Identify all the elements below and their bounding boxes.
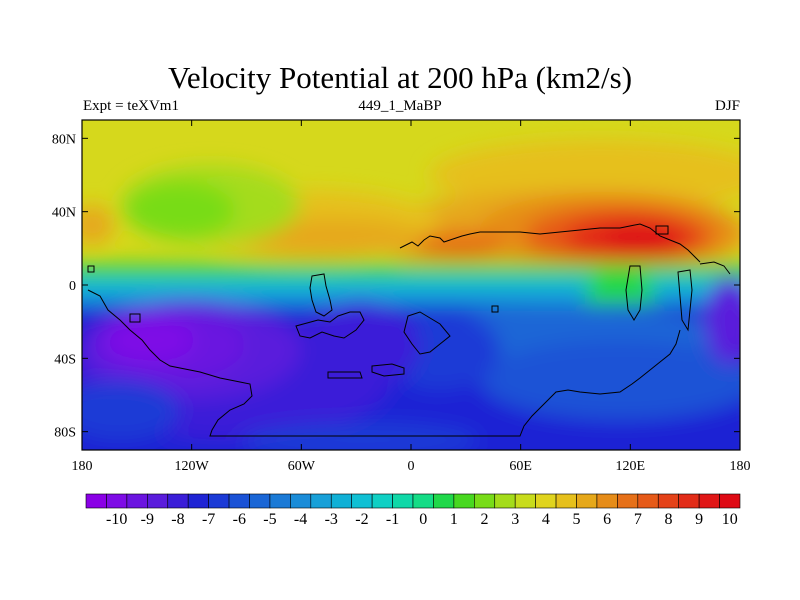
colorbar-swatch: [85, 493, 107, 509]
x-tick-label: 0: [408, 459, 415, 474]
colorbar-swatch: [555, 493, 577, 509]
colorbar-swatch: [657, 493, 679, 509]
colorbar-swatch: [167, 493, 189, 509]
x-tick-label: 120E: [616, 459, 646, 474]
colorbar-swatch: [249, 493, 271, 509]
colorbar-label: 4: [542, 511, 550, 528]
colorbar-label: 0: [419, 511, 427, 528]
colorbar-label: 10: [722, 511, 738, 528]
colorbar-label: 9: [695, 511, 703, 528]
colorbar-swatch: [453, 493, 475, 509]
colorbar-swatch: [228, 493, 250, 509]
x-tick-label: 120W: [175, 459, 210, 474]
colorbar-label: -9: [141, 511, 154, 528]
colorbar-label: 3: [511, 511, 519, 528]
colorbar-swatch: [187, 493, 209, 509]
chart-title: Velocity Potential at 200 hPa (km2/s): [167, 60, 633, 95]
colorbar-label: -1: [386, 511, 399, 528]
colorbar-swatch: [208, 493, 230, 509]
run-id-label: 449_1_MaBP: [358, 98, 442, 114]
colorbar-swatch: [126, 493, 148, 509]
x-tick-label: 60E: [509, 459, 532, 474]
colorbar-label: -4: [294, 511, 307, 528]
velocity-potential-field: [82, 120, 740, 450]
x-tick-label: 180: [730, 459, 751, 474]
colorbar-swatch: [310, 493, 332, 509]
colorbar-swatch: [290, 493, 312, 509]
colorbar-label: -5: [263, 511, 276, 528]
colorbar-label: 2: [481, 511, 489, 528]
colorbar-swatch: [330, 493, 352, 509]
colorbar-swatch: [269, 493, 291, 509]
x-axis: 180 120W 60W 0 60E 120E 180: [72, 120, 751, 474]
y-tick-label: 40N: [52, 206, 76, 221]
colorbar-swatch: [698, 493, 720, 509]
colorbar-label: -6: [233, 511, 246, 528]
colorbar-swatch: [535, 493, 557, 509]
experiment-label: Expt = teXVm1: [83, 98, 179, 114]
colorbar-label: -8: [171, 511, 184, 528]
colorbar-swatch: [412, 493, 434, 509]
season-label: DJF: [714, 98, 740, 114]
colorbar-swatch: [596, 493, 618, 509]
colorbar-label: 7: [634, 511, 642, 528]
y-tick-label: 0: [69, 279, 76, 294]
colorbar-swatch: [576, 493, 598, 509]
colorbar-swatch: [392, 493, 414, 509]
colorbar-label: 6: [603, 511, 611, 528]
colorbar-swatch: [351, 493, 373, 509]
colorbar-swatch: [433, 493, 455, 509]
y-axis: 80N 40N 0 40S 80S: [52, 132, 740, 441]
colorbar-swatch: [637, 493, 659, 509]
colorbar-swatch: [106, 493, 128, 509]
y-tick-label: 80S: [54, 426, 76, 441]
colorbar-label: 5: [573, 511, 581, 528]
x-tick-label: 60W: [288, 459, 316, 474]
colorbar-swatch: [371, 493, 393, 509]
colorbar-label: 8: [664, 511, 672, 528]
colorbar-swatch: [617, 493, 639, 509]
colorbar-swatch: [514, 493, 536, 509]
colorbar-label: -10: [106, 511, 127, 528]
y-tick-label: 40S: [54, 352, 76, 367]
colorbar: -10 -9 -8 -7 -6 -5 -4 -3 -2 -1 0 1 2 3 4 5 6 7 8 9 10: [85, 493, 741, 528]
colorbar-label: 1: [450, 511, 458, 528]
y-tick-label: 80N: [52, 132, 76, 147]
colorbar-label: -3: [325, 511, 338, 528]
colorbar-label: -2: [355, 511, 368, 528]
colorbar-label: -7: [202, 511, 215, 528]
x-tick-label: 180: [72, 459, 93, 474]
colorbar-swatch: [494, 493, 516, 509]
colorbar-swatch: [678, 493, 700, 509]
colorbar-swatch: [719, 493, 741, 509]
colorbar-swatch: [474, 493, 496, 509]
colorbar-swatch: [147, 493, 169, 509]
